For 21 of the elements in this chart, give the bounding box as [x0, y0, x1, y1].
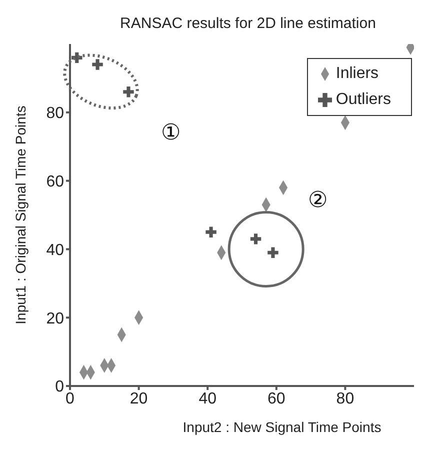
- y-tick-label: 40: [46, 242, 64, 259]
- x-tick-label: 60: [268, 390, 286, 408]
- annotation: ②: [308, 188, 328, 213]
- x-tick-label: 20: [130, 390, 148, 408]
- y-tick-label: 20: [46, 310, 64, 328]
- y-tick-label: 0: [55, 378, 64, 396]
- legend-label: Inliers: [336, 65, 379, 82]
- x-axis-title: Input2 : New Signal Time Points: [182, 419, 382, 435]
- y-tick-label: 60: [46, 173, 64, 190]
- legend-label: Outliers: [336, 91, 391, 108]
- point: [123, 86, 134, 98]
- point: [268, 247, 278, 258]
- x-tick-label: 40: [198, 390, 217, 408]
- y-axis-title: Input1 : Original Signal Time Points: [12, 106, 29, 324]
- point: [206, 226, 216, 238]
- x-tick-label: 80: [336, 390, 354, 408]
- y-tick-label: 80: [46, 105, 64, 122]
- point: [92, 59, 103, 70]
- chart-title: RANSAC results for 2D line estimation: [120, 15, 376, 32]
- annotation: ①: [160, 120, 181, 146]
- point: [250, 234, 262, 244]
